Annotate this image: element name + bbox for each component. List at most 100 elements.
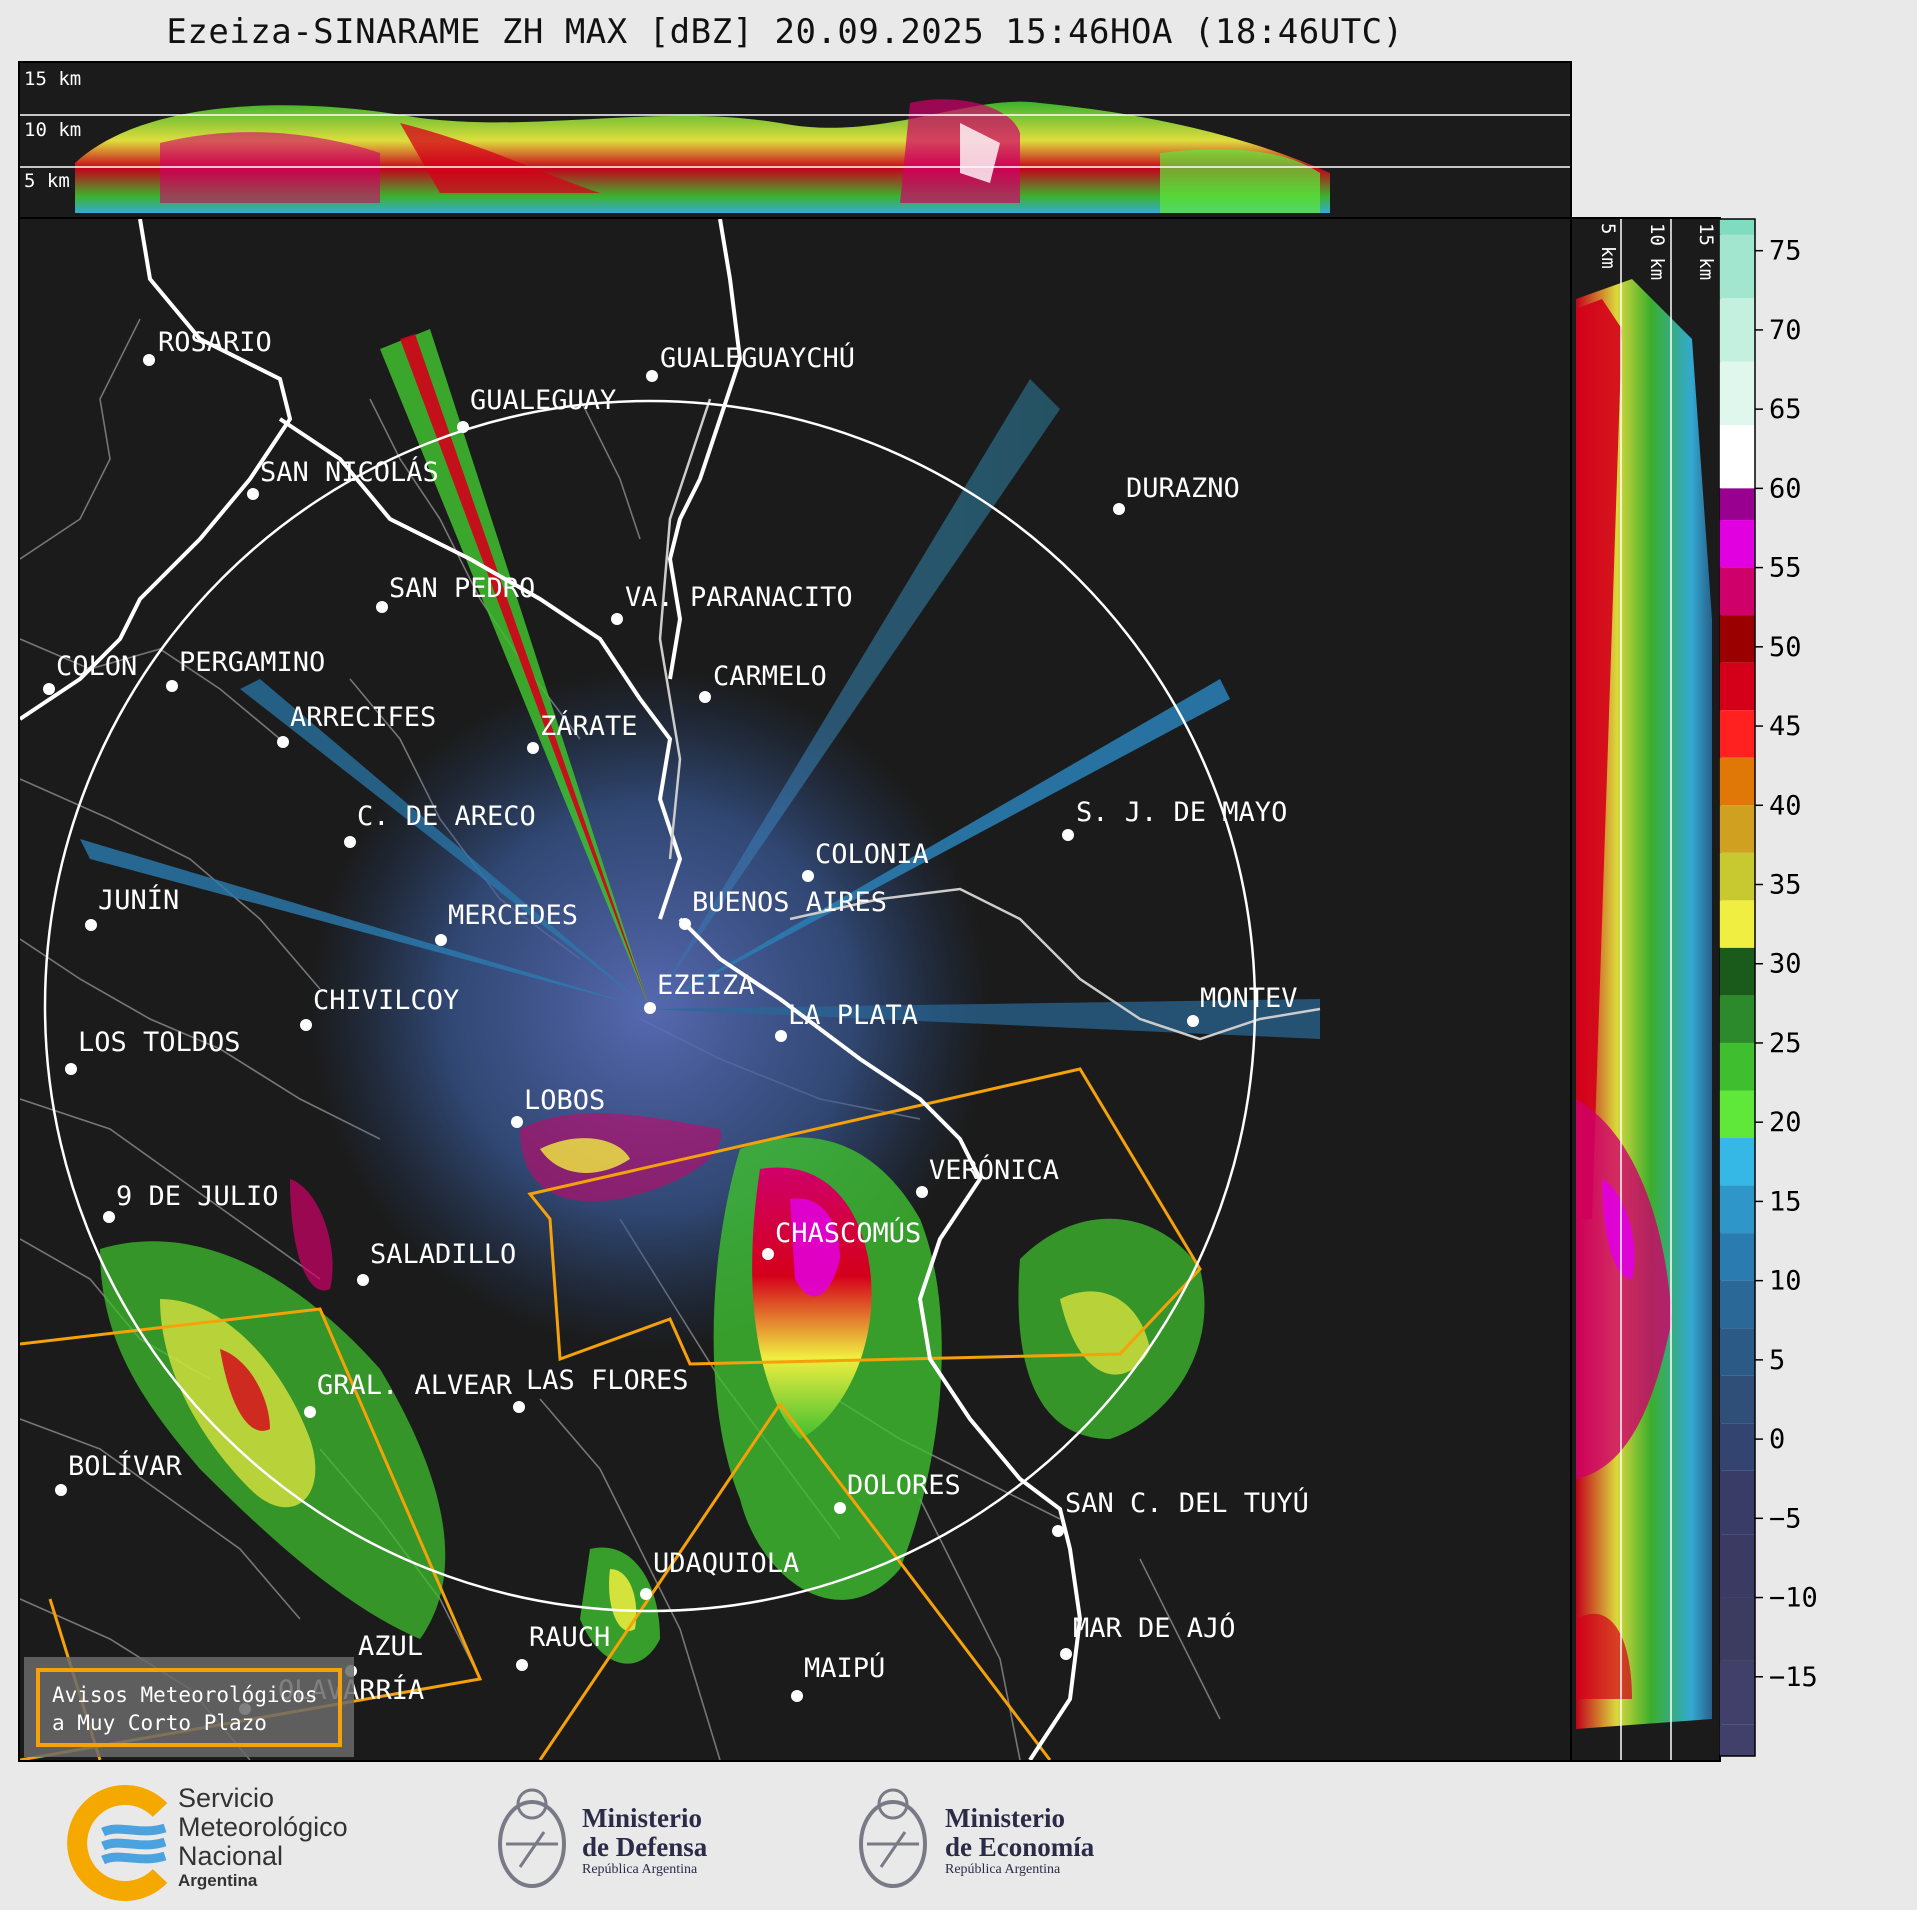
city-gualeguay[interactable]: GUALEGUAY (457, 385, 616, 433)
city-rosario[interactable]: ROSARIO (143, 327, 272, 366)
svg-text:GRAL. ALVEAR: GRAL. ALVEAR (317, 1370, 513, 1401)
colorbar-band (1719, 1423, 1755, 1471)
colorbar-band (1719, 805, 1755, 853)
city-las-flores[interactable]: LAS FLORES (513, 1365, 689, 1413)
city-colon[interactable]: COLON (43, 651, 137, 695)
city-san-pedro[interactable]: SAN PEDRO (376, 573, 535, 613)
svg-text:RAUCH: RAUCH (529, 1622, 610, 1653)
defensa-logo-text: Ministerio de Defensa República Argentin… (582, 1804, 707, 1878)
colorbar-band (1719, 567, 1755, 616)
smn-line1: Servicio (178, 1783, 275, 1813)
city-mercedes[interactable]: MERCEDES (435, 900, 578, 946)
city-saladillo[interactable]: SALADILLO (357, 1239, 516, 1286)
city-c-de-areco[interactable]: C. DE ARECO (344, 801, 536, 848)
colorbar-band (1719, 662, 1755, 711)
colorbar-tick-label: 55 (1769, 553, 1802, 584)
city-junin[interactable]: JUNÍN (85, 884, 179, 931)
colorbar-tick-label: 20 (1769, 1107, 1802, 1138)
city-zarate[interactable]: ZÁRATE (527, 710, 638, 754)
city-montev[interactable]: MONTEV (1187, 983, 1298, 1027)
rlabel-10km: 10 km (1646, 223, 1668, 280)
city-pergamino[interactable]: PERGAMINO (166, 647, 325, 692)
right-cross-section-svg: 5 km 10 km 15 km (1576, 219, 1717, 1760)
svg-text:BOLÍVAR: BOLÍVAR (68, 1450, 183, 1482)
colorbar-band (1719, 1138, 1755, 1186)
label-5km: 5 km (24, 170, 70, 192)
city-rauch[interactable]: RAUCH (516, 1622, 610, 1671)
city-dolores[interactable]: DOLORES (834, 1470, 961, 1514)
city-carmelo[interactable]: CARMELO (699, 661, 827, 703)
svg-text:EZEIZA: EZEIZA (657, 970, 755, 1001)
svg-text:GUALEGUAY: GUALEGUAY (470, 385, 616, 416)
city-9-de-julio[interactable]: 9 DE JULIO (103, 1181, 279, 1223)
economia-sub: República Argentina (945, 1862, 1061, 1877)
city-layer: ROSARIO GUALEGUAYCHÚ GUALEGUAY SAN NICOL… (43, 327, 1309, 1715)
economia-line1: Ministerio (945, 1803, 1065, 1833)
colorbar-band (1719, 757, 1755, 806)
economia-logo-text: Ministerio de Economía República Argenti… (945, 1804, 1094, 1878)
city-mar-de-ajo[interactable]: MAR DE AJÓ (1060, 1612, 1236, 1660)
colorbar-band (1719, 900, 1755, 948)
svg-text:UDAQUIOLA: UDAQUIOLA (653, 1548, 799, 1579)
defensa-sub: República Argentina (582, 1862, 698, 1877)
svg-text:ZÁRATE: ZÁRATE (540, 710, 638, 742)
colorbar-band (1719, 1470, 1755, 1535)
city-la-plata[interactable]: LA PLATA (775, 1000, 918, 1042)
colorbar-tick-label: 0 (1769, 1424, 1785, 1455)
city-colonia[interactable]: COLONIA (802, 839, 929, 882)
svg-text:DOLORES: DOLORES (847, 1470, 961, 1501)
svg-text:C. DE ARECO: C. DE ARECO (357, 801, 536, 832)
colorbar-band (1719, 852, 1755, 901)
colorbar-band (1719, 488, 1755, 521)
colorbar-tick-label: 25 (1769, 1028, 1802, 1059)
colorbar: 75 70 65 60 55 50 45 40 35 30 25 20 15 10 5 0 −5 −10 −15 (1718, 217, 1917, 1758)
top-cross-section: 15 km 10 km 5 km (18, 61, 1572, 219)
smn-line2: Meteorológico (178, 1812, 348, 1842)
coat-of-arms-icon (498, 1788, 566, 1888)
svg-text:AZUL: AZUL (358, 1631, 423, 1662)
city-bolivar[interactable]: BOLÍVAR (55, 1450, 183, 1496)
city-chivilcoy[interactable]: CHIVILCOY (300, 985, 459, 1031)
colorbar-band (1719, 995, 1755, 1043)
city-gualeguaychu[interactable]: GUALEGUAYCHÚ (646, 342, 855, 382)
colorbar-band (1719, 1660, 1755, 1725)
city-los-toldos[interactable]: LOS TOLDOS (65, 1027, 241, 1075)
city-chascomus[interactable]: CHASCOMÚS (762, 1217, 921, 1260)
city-azul[interactable]: AZUL (345, 1631, 423, 1677)
smn-logo-text: Servicio Meteorológico Nacional Argentin… (178, 1784, 348, 1891)
city-veronica[interactable]: VERÓNICA (916, 1154, 1059, 1198)
radar-map-svg: ROSARIO GUALEGUAYCHÚ GUALEGUAY SAN NICOL… (20, 219, 1321, 1760)
colorbar-band (1719, 298, 1755, 362)
colorbar-tick-label: 15 (1769, 1186, 1802, 1217)
colorbar-band (1719, 1233, 1755, 1281)
city-udaquiola[interactable]: UDAQUIOLA (640, 1548, 799, 1600)
svg-text:CARMELO: CARMELO (713, 661, 827, 692)
city-gral-alvear[interactable]: GRAL. ALVEAR (304, 1370, 513, 1418)
city-arrecifes[interactable]: ARRECIFES (277, 702, 436, 748)
city-durazno[interactable]: DURAZNO (1113, 473, 1240, 515)
city-maipu[interactable]: MAIPÚ (791, 1652, 885, 1702)
city-va-paranacito[interactable]: VA. PARANACITO (611, 582, 853, 625)
city-buenos-aires[interactable]: BUENOS AIRES (679, 887, 887, 930)
svg-text:COLONIA: COLONIA (815, 839, 929, 870)
svg-text:DURAZNO: DURAZNO (1126, 473, 1240, 504)
svg-text:SAN NICOLÁS: SAN NICOLÁS (260, 456, 439, 488)
svg-text:COLON: COLON (56, 651, 137, 682)
city-lobos[interactable]: LOBOS (511, 1085, 605, 1128)
radar-map[interactable]: ROSARIO GUALEGUAYCHÚ GUALEGUAY SAN NICOL… (18, 217, 1572, 1762)
colorbar-band (1719, 424, 1755, 489)
city-san-nicolas[interactable]: SAN NICOLÁS (247, 456, 439, 500)
city-s-j-de-mayo[interactable]: S. J. DE MAYO (1062, 797, 1287, 841)
colorbar-band (1719, 1280, 1755, 1329)
range-ring (43, 399, 1257, 1613)
svg-text:GUALEGUAYCHÚ: GUALEGUAYCHÚ (660, 342, 855, 374)
colorbar-band (1719, 1042, 1755, 1091)
city-ezeiza[interactable]: EZEIZA (644, 970, 755, 1014)
city-san-c-del-tuyu[interactable]: SAN C. DEL TUYÚ (1052, 1487, 1309, 1537)
colorbar-band (1719, 1328, 1755, 1376)
top-cross-section-svg: 15 km 10 km 5 km (20, 68, 1570, 213)
svg-text:MAIPÚ: MAIPÚ (804, 1652, 885, 1684)
svg-text:VERÓNICA: VERÓNICA (929, 1154, 1059, 1186)
colorbar-tick-label: 5 (1769, 1345, 1785, 1376)
